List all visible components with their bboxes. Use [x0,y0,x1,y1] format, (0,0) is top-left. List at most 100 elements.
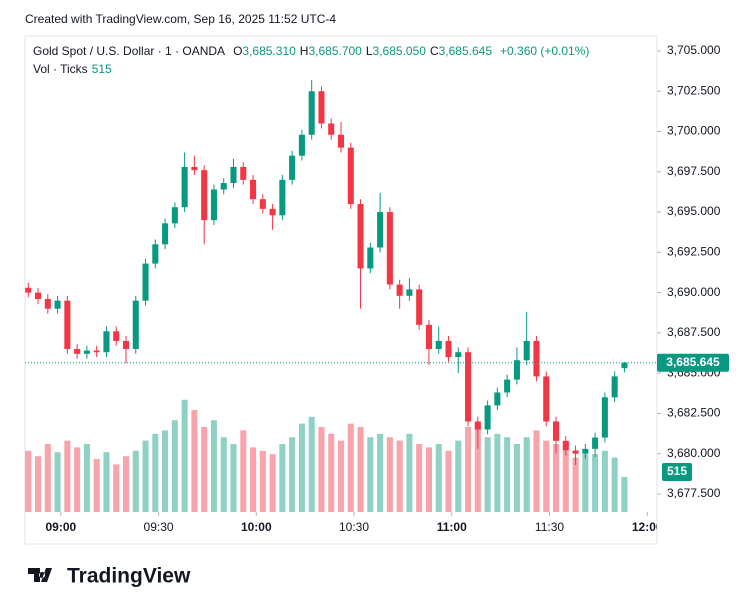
candle-body [162,223,169,245]
candle-body [35,292,42,300]
x-tick-label: 10:30 [339,520,369,534]
y-tick-label: 3,695.000 [667,204,721,218]
volume-bar [533,430,540,512]
candle-body [132,300,139,349]
volume-bar [152,433,159,512]
candle-body [152,244,159,264]
volume-legend: 515 [91,62,112,76]
ohlc-value: 3,685.310 [242,44,296,58]
candle-body [416,289,423,325]
volume-bar [347,423,354,512]
volume-bar [83,444,90,512]
volume-bar [611,457,618,512]
candle-body [513,360,520,380]
volume-bar [35,456,42,512]
volume-bar [289,437,296,512]
candle-body [74,348,81,354]
volume-bar [279,444,286,512]
candle-body [543,376,550,422]
candle-body [445,340,452,358]
candle-body [377,212,384,248]
x-tick-label: 11:30 [535,520,564,534]
candle-body [25,287,32,293]
candle-body [435,340,442,349]
y-tick-label: 3,692.500 [667,245,721,259]
candle-body [621,362,628,369]
volume-bar [210,420,217,512]
candle-body [259,199,266,209]
caption: Created with TradingView.com, Sep 16, 20… [25,12,336,26]
ohlc-value: 3,685.050 [372,44,426,58]
y-tick-label: 3,700.000 [667,124,721,138]
volume-bar [572,457,579,512]
volume-bar [259,450,266,512]
ohlc-key: L [365,44,373,58]
volume-bar [25,450,32,512]
plot [25,79,628,512]
volume-bar [367,437,374,512]
ohlc-key: C [429,44,439,58]
candle-body [328,123,335,135]
volume-bar [54,452,61,512]
candle-body [93,350,100,353]
candle-body [367,247,374,269]
volume-bar [435,444,442,512]
ohlc-value: 3,685.645 [438,44,492,58]
candle-body [357,204,364,269]
y-tick-label: 3,702.500 [667,83,721,97]
brand: TradingView [67,565,191,588]
candle-body [103,331,110,353]
candle-body [230,166,237,184]
candle-body [142,263,149,301]
volume-bar [318,427,325,512]
volume-bar [250,447,257,512]
volume-bar [474,423,481,512]
x-tick-label: 09:00 [45,520,76,534]
y-tick-label: 3,677.500 [667,486,721,500]
candle-body [83,350,90,354]
volume-bar [220,437,227,512]
volume-bar [44,444,51,512]
candle-body [347,147,354,205]
candle-body [337,134,345,148]
last-volume-label: 515 [667,464,687,478]
y-tick-label: 3,690.000 [667,285,721,299]
volume-bar [425,447,432,512]
volume-bar [103,452,110,512]
volume-bar [377,433,384,512]
change: +0.360 (+0.01%) [500,44,590,58]
volume-bar [523,437,530,512]
candle-body [425,324,432,349]
candle-body [611,376,618,398]
candle-body [44,299,51,309]
candle-body [289,155,296,180]
candle-body [582,448,589,454]
candle-body [484,405,491,430]
volume-bar [74,447,81,512]
candle-body [592,437,599,449]
candle-body [533,340,540,377]
candle-body [523,340,530,361]
volume-bar [171,420,178,512]
logo [28,568,52,582]
y-tick-label: 3,687.500 [667,325,721,339]
candle-body [552,421,560,441]
x-tick-label: 09:30 [144,520,174,534]
volume-bar [386,437,393,512]
candle-body [201,170,208,221]
volume-bar [416,444,423,512]
volume-bar [142,440,149,512]
last-volume-box [662,462,692,481]
volume-title: Vol · Ticks [33,62,88,76]
candle-body [601,397,608,438]
candle-body [572,450,579,454]
candle-body [465,352,472,422]
volume-bar [592,454,599,512]
x-tick-label: 10:00 [241,520,272,534]
candle-body [122,340,130,349]
volume-bar [337,440,345,512]
volume-bar [230,444,237,512]
volume-bar [406,433,413,512]
volume-bar [601,450,608,512]
